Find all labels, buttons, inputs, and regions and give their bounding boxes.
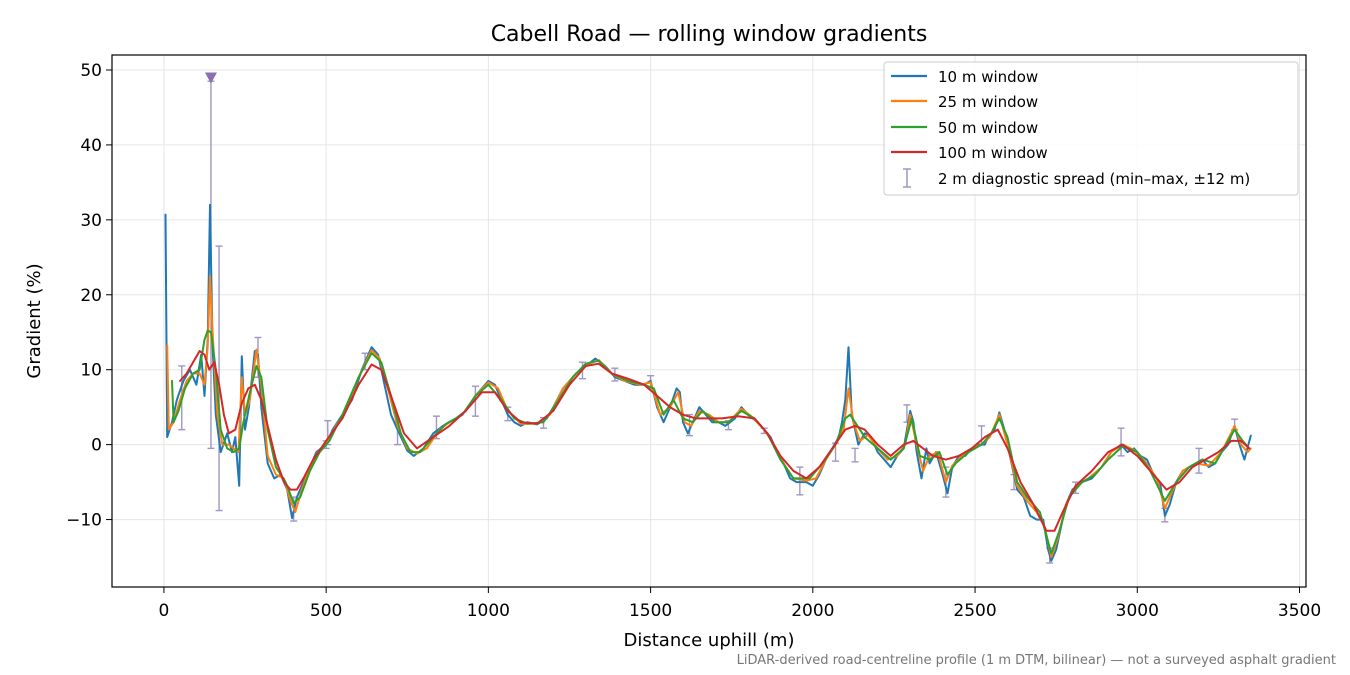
footnote: LiDAR-derived road-centreline profile (1… <box>737 653 1336 668</box>
errorbar <box>215 245 223 512</box>
x-tick-label: 500 <box>310 601 342 621</box>
series-layer <box>164 72 1252 564</box>
legend: 10 m window 25 m window 50 m window 100 … <box>883 61 1299 196</box>
y-tick-label: 20 <box>80 286 102 306</box>
grid <box>112 55 1306 587</box>
legend-label-errorbar: 2 m diagnostic spread (min–max, ±12 m) <box>938 170 1250 188</box>
y-tick-label: 50 <box>80 61 102 81</box>
y-tick-label: 40 <box>80 136 102 156</box>
x-tick-label: 2000 <box>791 601 834 621</box>
y-tick-label: 30 <box>80 211 102 231</box>
errorbar <box>1117 427 1125 457</box>
x-axis: 0 500 1000 1500 2000 2500 3000 3500 <box>158 587 1321 621</box>
y-axis: −10 0 10 20 30 40 50 <box>66 61 112 531</box>
errorbar <box>796 466 804 496</box>
legend-label-25m: 25 m window <box>938 93 1038 111</box>
x-axis-label: Distance uphill (m) <box>624 630 795 651</box>
y-tick-label: −10 <box>66 511 102 531</box>
legend-label-10m: 10 m window <box>938 68 1038 86</box>
legend-box <box>883 61 1299 196</box>
errorbar <box>851 447 859 463</box>
legend-swatch-errorbar <box>903 168 911 188</box>
y-axis-label: Gradient (%) <box>24 263 45 378</box>
series-line-3 <box>171 329 1251 555</box>
x-tick-label: 1500 <box>629 601 672 621</box>
x-tick-label: 3000 <box>1116 601 1159 621</box>
legend-label-100m: 100 m window <box>938 144 1048 162</box>
y-tick-label: 0 <box>91 436 102 456</box>
x-tick-label: 1000 <box>467 601 510 621</box>
legend-label-50m: 50 m window <box>938 119 1038 137</box>
series-line-4 <box>179 350 1251 532</box>
x-tick-label: 0 <box>158 601 169 621</box>
x-tick-label: 2500 <box>953 601 996 621</box>
plot-frame <box>111 54 1307 588</box>
y-tick-label: 10 <box>80 361 102 381</box>
x-tick-label: 3500 <box>1278 601 1321 621</box>
chart-title: Cabell Road — rolling window gradients <box>491 22 928 47</box>
outlier-marker <box>204 72 217 84</box>
